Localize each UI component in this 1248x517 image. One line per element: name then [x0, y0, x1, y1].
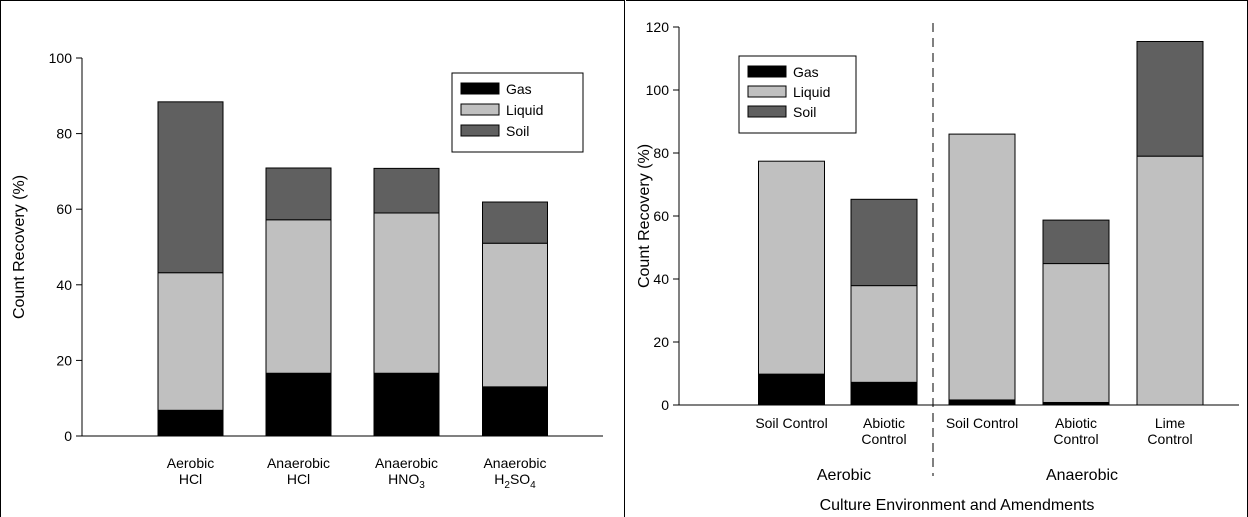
right-bar-liquid-segment	[758, 160, 825, 375]
left-legend-swatch-soil	[460, 124, 500, 137]
left-panel-border-right	[624, 0, 625, 517]
left-x-tick-label-line2-text: HNO	[388, 471, 419, 487]
right-group-label-aerobic: Aerobic	[817, 467, 871, 484]
left-bar-gas-segment	[482, 386, 548, 437]
right-bar-soil-segment	[850, 198, 918, 287]
right-x-tick-label-line1: Soil Control	[946, 415, 1018, 431]
left-panel-border-left	[0, 0, 1, 517]
right-y-tick-label: 80	[653, 145, 669, 161]
left-x-tick-label-subscript: 4	[530, 480, 536, 491]
right-legend-label-liquid: Liquid	[793, 84, 830, 100]
left-x-tick-label-line2: HCl	[287, 471, 310, 487]
left-y-tick-label: 80	[56, 126, 72, 142]
right-y-tick-label: 60	[653, 208, 669, 224]
left-x-tick-label-line2: H2SO4	[494, 471, 536, 491]
right-y-tick-label: 40	[653, 271, 669, 287]
right-x-tick-label-line1: Abiotic	[1055, 415, 1097, 431]
left-bar-soil-segment	[482, 201, 548, 244]
right-bar-liquid-segment	[1136, 155, 1204, 406]
left-bar-liquid-segment	[265, 219, 332, 374]
left-x-tick-label-line2: HCl	[179, 471, 202, 487]
left-chart-panel: 0 20 40 60 80 100 Count Recovery (%) Gas Liquid S…	[0, 0, 625, 517]
left-x-tick-label-line2-text: HCl	[287, 471, 310, 487]
right-bar-gas-segment	[758, 373, 825, 406]
left-x-tick-label-line1: Anaerobic	[483, 455, 546, 471]
left-x-tick-label-line2-tail: SO	[510, 471, 530, 487]
right-x-tick-label-line2: Control	[1053, 431, 1098, 447]
left-y-tick-label: 100	[49, 50, 73, 66]
left-bar-liquid-segment	[157, 272, 224, 411]
left-legend-label-soil: Soil	[506, 123, 529, 139]
left-bar-liquid-segment	[373, 212, 440, 374]
left-x-tick-label-line2-text: H	[494, 471, 504, 487]
left-bar-gas-segment	[373, 372, 440, 437]
left-bar-gas-segment	[157, 409, 224, 437]
right-legend-swatch-liquid	[747, 85, 787, 98]
left-x-tick-label-subscript: 2	[504, 480, 510, 491]
right-legend-label-soil: Soil	[793, 104, 816, 120]
right-bar-liquid-segment	[850, 285, 918, 383]
left-y-tick-label: 20	[56, 352, 72, 368]
right-group-label-anaerobic: Anaerobic	[1046, 467, 1118, 484]
left-bar-soil-segment	[265, 167, 332, 221]
right-stacked-bar-chart: 0 20 40 60 80 100 120 Count Recovery (%) Gas Liqu…	[636, 19, 1239, 514]
left-bar-gas-segment	[265, 372, 332, 437]
left-x-tick-label-line1: Anaerobic	[375, 455, 438, 471]
right-x-tick-label-line2: Control	[1147, 431, 1192, 447]
left-stacked-bar-chart: 0 20 40 60 80 100 Count Recovery (%) Gas Liquid S…	[11, 50, 603, 491]
right-bar-liquid-segment	[1042, 263, 1110, 403]
left-y-axis-label: Count Recovery (%)	[11, 175, 28, 319]
right-legend-swatch-soil	[747, 105, 787, 118]
right-x-tick-label-line1: Abiotic	[863, 415, 905, 431]
left-bar-soil-segment	[157, 101, 224, 274]
left-panel-border-top	[0, 0, 625, 1]
right-y-tick-label: 20	[653, 334, 669, 350]
left-legend-label-liquid: Liquid	[506, 102, 543, 118]
right-y-tick-label: 100	[646, 82, 670, 98]
right-x-tick-label-line2: Control	[861, 431, 906, 447]
right-y-tick-label: 120	[646, 19, 670, 35]
right-x-tick-label-line1: Lime	[1155, 415, 1186, 431]
right-y-axis-label: Count Recovery (%)	[636, 144, 653, 288]
left-x-tick-label-line2-text: HCl	[179, 471, 202, 487]
right-bar-soil-segment	[1136, 40, 1204, 157]
right-bar-gas-segment	[850, 381, 918, 406]
left-y-tick-label: 60	[56, 201, 72, 217]
right-bar-soil-segment	[1042, 219, 1110, 265]
left-x-tick-label-line1: Anaerobic	[267, 455, 330, 471]
right-x-tick-label-line1: Soil Control	[755, 415, 827, 431]
left-legend-swatch-gas	[460, 82, 500, 95]
right-bar-gas-segment	[948, 399, 1016, 406]
right-y-tick-label: 0	[661, 397, 669, 413]
right-legend-label-gas: Gas	[793, 64, 819, 80]
right-legend-swatch-gas	[747, 65, 787, 78]
left-bar-soil-segment	[373, 167, 440, 214]
right-chart-panel: 0 20 40 60 80 100 120 Count Recovery (%) Gas Liqu…	[626, 0, 1248, 517]
left-legend-label-gas: Gas	[506, 81, 532, 97]
left-x-tick-label-line1: Aerobic	[167, 455, 214, 471]
right-x-axis-label: Culture Environment and Amendments	[820, 497, 1095, 514]
left-bar-liquid-segment	[482, 242, 548, 388]
left-x-tick-label-subscript: 3	[419, 480, 425, 491]
left-x-tick-label-line2: HNO3	[388, 471, 425, 491]
left-y-tick-label: 0	[64, 428, 72, 444]
right-bar-liquid-segment	[948, 133, 1016, 401]
right-panel-border-top	[626, 0, 1248, 1]
left-legend-swatch-liquid	[460, 103, 500, 116]
left-y-tick-label: 40	[56, 277, 72, 293]
